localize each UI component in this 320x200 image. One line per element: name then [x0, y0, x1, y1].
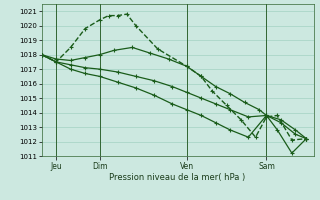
X-axis label: Pression niveau de la mer( hPa ): Pression niveau de la mer( hPa ) [109, 173, 246, 182]
